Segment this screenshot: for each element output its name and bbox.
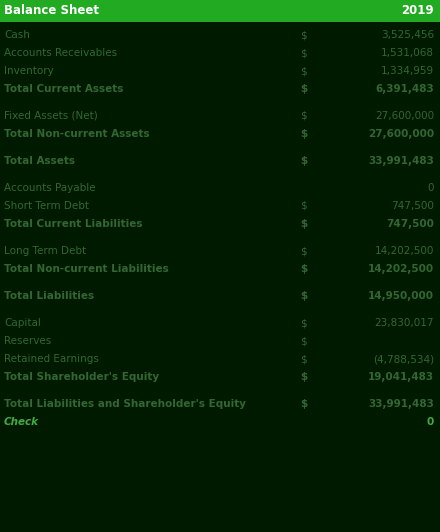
Text: 33,991,483: 33,991,483 — [368, 399, 434, 409]
Bar — [0, 0, 440, 22]
Text: 27,600,000: 27,600,000 — [375, 111, 434, 121]
Text: Balance Sheet: Balance Sheet — [4, 4, 99, 18]
Text: 1,531,068: 1,531,068 — [381, 48, 434, 58]
Text: Fixed Assets (Net): Fixed Assets (Net) — [4, 111, 98, 121]
Text: $: $ — [300, 30, 307, 40]
Text: 747,500: 747,500 — [391, 201, 434, 211]
Text: Total Non-current Assets: Total Non-current Assets — [4, 129, 150, 139]
Text: Total Assets: Total Assets — [4, 156, 75, 166]
Text: $: $ — [300, 264, 307, 274]
Text: Total Non-current Liabilities: Total Non-current Liabilities — [4, 264, 169, 274]
Text: $: $ — [300, 201, 307, 211]
Text: $: $ — [300, 111, 307, 121]
Text: Accounts Receivables: Accounts Receivables — [4, 48, 117, 58]
Text: $: $ — [300, 129, 307, 139]
Text: 3,525,456: 3,525,456 — [381, 30, 434, 40]
Text: Total Liabilities and Shareholder's Equity: Total Liabilities and Shareholder's Equi… — [4, 399, 246, 409]
Text: 33,991,483: 33,991,483 — [368, 156, 434, 166]
Text: $: $ — [300, 48, 307, 58]
Text: $: $ — [300, 372, 307, 382]
Text: $: $ — [300, 219, 307, 229]
Text: Cash: Cash — [4, 30, 30, 40]
Text: (4,788,534): (4,788,534) — [373, 354, 434, 364]
Text: $: $ — [300, 156, 307, 166]
Text: 0: 0 — [428, 183, 434, 193]
Text: $: $ — [300, 291, 307, 301]
Text: Check: Check — [4, 417, 39, 427]
Text: 1,334,959: 1,334,959 — [381, 66, 434, 76]
Text: 23,830,017: 23,830,017 — [374, 318, 434, 328]
Text: $: $ — [300, 84, 307, 94]
Text: 19,041,483: 19,041,483 — [368, 372, 434, 382]
Text: Long Term Debt: Long Term Debt — [4, 246, 86, 256]
Text: Total Shareholder's Equity: Total Shareholder's Equity — [4, 372, 159, 382]
Text: Capital: Capital — [4, 318, 41, 328]
Text: 14,950,000: 14,950,000 — [368, 291, 434, 301]
Text: $: $ — [300, 399, 307, 409]
Text: $: $ — [300, 336, 307, 346]
Text: Reserves: Reserves — [4, 336, 51, 346]
Text: Inventory: Inventory — [4, 66, 54, 76]
Text: Total Current Liabilities: Total Current Liabilities — [4, 219, 143, 229]
Text: $: $ — [300, 66, 307, 76]
Text: Retained Earnings: Retained Earnings — [4, 354, 99, 364]
Text: 27,600,000: 27,600,000 — [368, 129, 434, 139]
Text: 747,500: 747,500 — [386, 219, 434, 229]
Text: 6,391,483: 6,391,483 — [375, 84, 434, 94]
Text: 14,202,500: 14,202,500 — [368, 264, 434, 274]
Text: Accounts Payable: Accounts Payable — [4, 183, 95, 193]
Text: $: $ — [300, 246, 307, 256]
Text: 14,202,500: 14,202,500 — [374, 246, 434, 256]
Text: 0: 0 — [427, 417, 434, 427]
Text: Total Liabilities: Total Liabilities — [4, 291, 94, 301]
Text: $: $ — [300, 354, 307, 364]
Text: Short Term Debt: Short Term Debt — [4, 201, 89, 211]
Text: 2019: 2019 — [401, 4, 434, 18]
Text: $: $ — [300, 318, 307, 328]
Text: Total Current Assets: Total Current Assets — [4, 84, 123, 94]
